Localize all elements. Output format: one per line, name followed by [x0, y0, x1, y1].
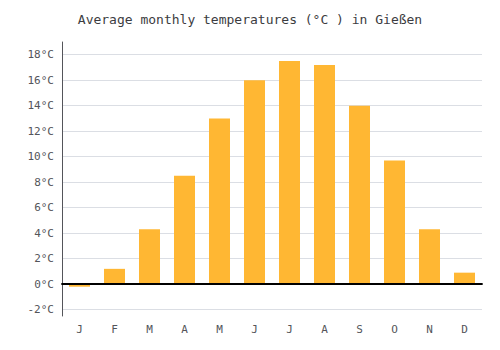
svg-text:S: S	[356, 323, 363, 336]
svg-text:J: J	[286, 323, 293, 336]
svg-text:A: A	[321, 323, 328, 336]
svg-text:2°C: 2°C	[34, 252, 54, 265]
svg-text:12°C: 12°C	[28, 125, 55, 138]
svg-text:N: N	[426, 323, 433, 336]
svg-text:14°C: 14°C	[28, 99, 55, 112]
svg-text:4°C: 4°C	[34, 227, 54, 240]
svg-text:D: D	[461, 323, 468, 336]
svg-text:6°C: 6°C	[34, 201, 54, 214]
svg-text:18°C: 18°C	[28, 48, 55, 61]
svg-text:J: J	[251, 323, 258, 336]
svg-text:M: M	[216, 323, 223, 336]
svg-text:A: A	[181, 323, 188, 336]
svg-text:M: M	[146, 323, 153, 336]
svg-text:O: O	[391, 323, 398, 336]
svg-text:8°C: 8°C	[34, 176, 54, 189]
svg-text:Average monthly temperatures (: Average monthly temperatures (°C ) in Gi…	[78, 12, 422, 27]
svg-text:16°C: 16°C	[28, 74, 55, 87]
svg-text:0°C: 0°C	[34, 278, 54, 291]
svg-text:10°C: 10°C	[28, 150, 55, 163]
svg-text:-2°C: -2°C	[28, 303, 55, 316]
svg-text:F: F	[111, 323, 118, 336]
svg-text:J: J	[76, 323, 83, 336]
